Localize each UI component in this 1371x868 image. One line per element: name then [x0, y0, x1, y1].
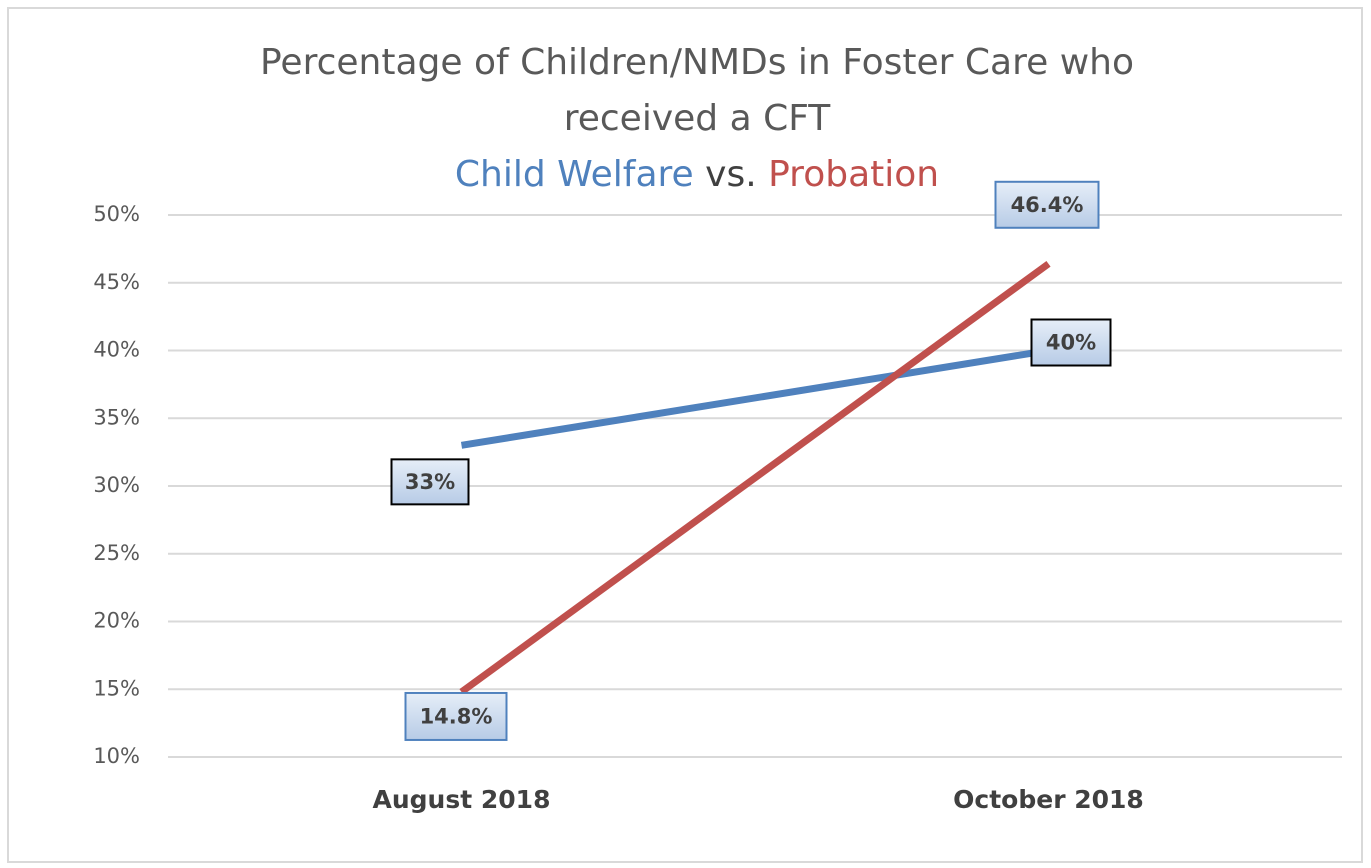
series-line — [459, 260, 1051, 695]
data-label-box — [404, 691, 508, 741]
legend-entry: Child Welfare — [455, 154, 694, 195]
x-tick-label: October 2018 — [953, 785, 1144, 814]
data-label-box — [994, 180, 1100, 229]
x-tick-label: August 2018 — [373, 785, 551, 814]
y-tick-label: 25% — [93, 541, 140, 565]
legend-separator: vs. — [705, 154, 757, 195]
data-label-box — [1030, 318, 1112, 367]
data-label: 46.4% — [1011, 193, 1084, 217]
chart-title: received a CFT — [564, 98, 832, 139]
y-tick-label: 15% — [93, 676, 140, 700]
y-tick-label: 30% — [93, 473, 140, 497]
chart-title: Percentage of Children/NMDs in Foster Ca… — [260, 42, 1134, 83]
data-label: 33% — [405, 470, 455, 494]
y-tick-label: 45% — [93, 270, 140, 294]
chart-subtitle: Child Welfare vs. Probation — [455, 154, 939, 195]
y-tick-label: 50% — [93, 202, 140, 226]
data-label: 14.8% — [420, 704, 493, 728]
y-tick-label: 40% — [93, 338, 140, 362]
data-label: 40% — [1046, 331, 1096, 355]
legend-entry: Probation — [768, 154, 939, 195]
chart-border — [7, 7, 1363, 863]
y-tick-label: 20% — [93, 609, 140, 633]
series-line — [460, 347, 1050, 449]
data-label-box — [390, 458, 470, 506]
y-tick-label: 35% — [93, 405, 140, 429]
y-tick-label: 10% — [93, 744, 140, 768]
